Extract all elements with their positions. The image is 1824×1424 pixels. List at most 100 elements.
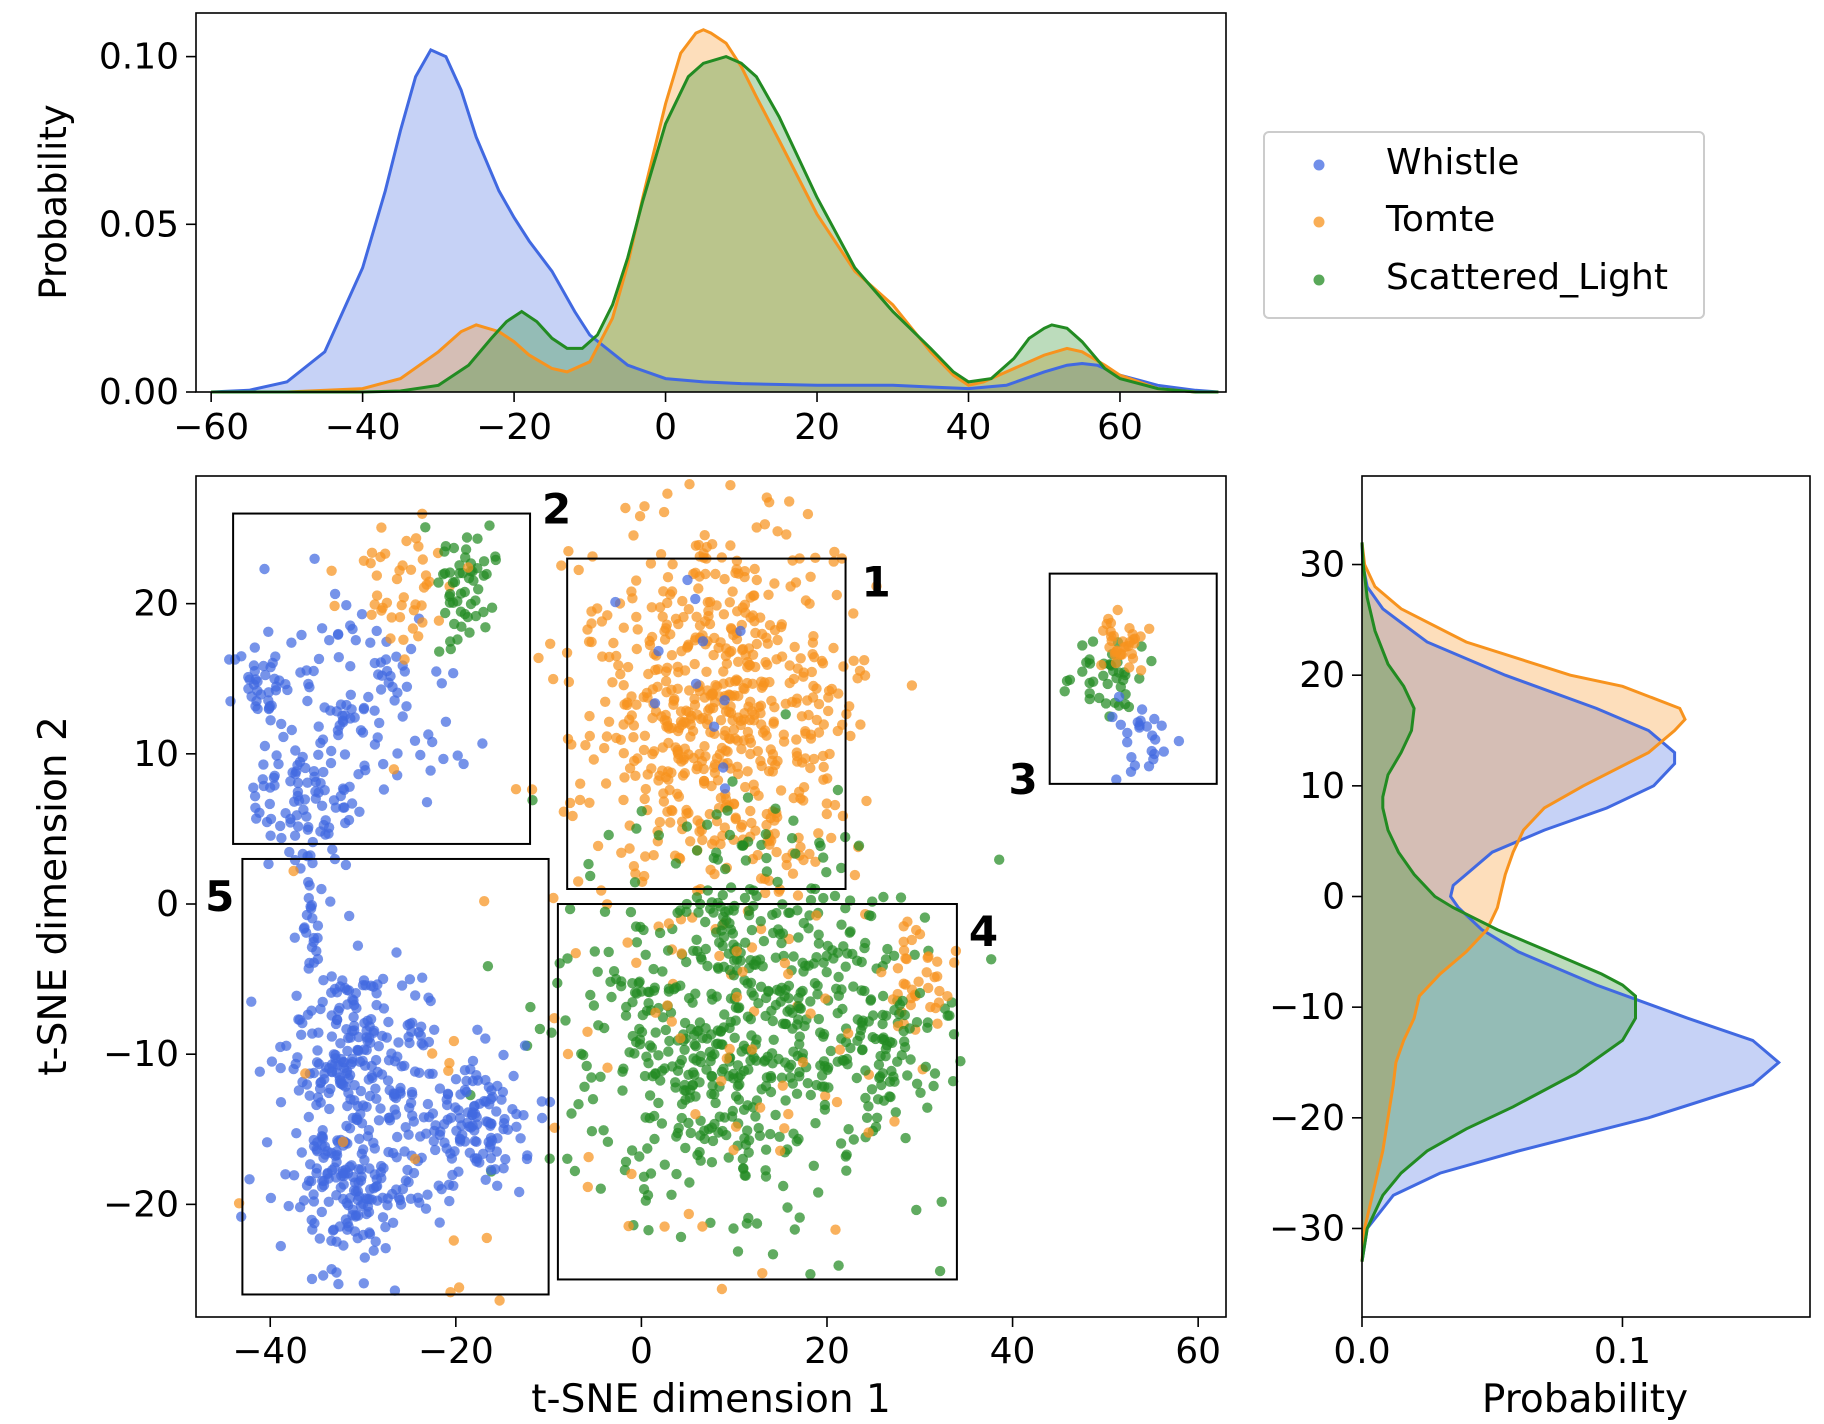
scatter-point-whistle: [403, 1176, 414, 1188]
scatter-point-scattered-light: [618, 1063, 629, 1074]
scatter-point-whistle: [312, 1092, 324, 1103]
scatter-point-whistle: [478, 1148, 489, 1160]
scatter-point-whistle: [544, 1096, 556, 1108]
scatter-point-scattered-light: [743, 910, 755, 921]
scatter-point-tomte: [631, 611, 642, 623]
scatter-point-whistle: [269, 673, 280, 684]
scatter-point-whistle: [350, 635, 361, 646]
scatter-point-tomte: [618, 748, 629, 759]
scatter-point-tomte: [716, 1075, 727, 1087]
scatter-point-tomte: [932, 971, 943, 982]
top-kde-line-whistle: [211, 47, 1219, 394]
scatter-point-scattered-light: [805, 1089, 816, 1101]
scatter-point-whistle: [345, 689, 356, 700]
scatter-point-tomte: [463, 562, 474, 573]
scatter-point-tomte: [563, 676, 575, 688]
scatter-point-tomte: [631, 699, 642, 710]
scatter-point-tomte: [764, 839, 775, 850]
scatter-point-whistle: [331, 1014, 343, 1026]
scatter-point-whistle: [391, 947, 402, 958]
scatter-point-whistle: [322, 1167, 333, 1179]
scatter-point-tomte: [736, 822, 747, 833]
scatter-point-tomte: [1126, 648, 1138, 660]
scatter-point-whistle: [331, 1146, 342, 1157]
scatter-point-whistle: [480, 1033, 491, 1044]
scatter-point-tomte: [892, 963, 904, 974]
scatter-point-tomte: [691, 611, 702, 622]
scatter-point-whistle: [345, 1032, 356, 1043]
scatter-point-whistle: [254, 1066, 265, 1077]
scatter-point-tomte: [397, 560, 408, 571]
scatter-point-tomte: [583, 1151, 594, 1163]
scatter-point-whistle: [335, 790, 346, 802]
scatter-point-whistle: [304, 957, 315, 969]
scatter-point-whistle: [395, 1199, 407, 1210]
scatter-point-tomte: [725, 480, 736, 491]
scatter-point-tomte: [630, 770, 641, 781]
scatter-point-whistle: [389, 1056, 401, 1067]
scatter-point-whistle: [306, 1273, 318, 1285]
scatter-point-whistle: [313, 653, 325, 665]
scatter-point-scattered-light: [889, 1076, 900, 1087]
scatter-point-whistle: [406, 1086, 418, 1098]
scatter-point-scattered-light: [738, 1040, 750, 1051]
scatter-point-whistle: [313, 1027, 324, 1038]
scatter-point-scattered-light: [737, 1153, 748, 1165]
scatter-point-scattered-light: [780, 709, 791, 720]
scatter-point-tomte: [820, 993, 831, 1004]
scatter-point-scattered-light: [842, 948, 853, 959]
scatter-point-scattered-light: [691, 892, 703, 903]
right-kde-areas: [1362, 542, 1779, 1262]
scatter-point-scattered-light: [460, 544, 472, 555]
scatter-point-whistle: [425, 765, 436, 776]
scatter-point-tomte: [751, 522, 762, 533]
scatter-point-whistle: [423, 729, 434, 740]
scatter-point-whistle: [283, 1200, 294, 1212]
scatter-point-tomte: [805, 1008, 816, 1019]
scatter-point-tomte: [838, 661, 849, 672]
scatter-point-whistle: [293, 1014, 304, 1025]
scatter-point-tomte: [664, 784, 675, 796]
scatter-point-tomte: [1110, 657, 1122, 669]
scatter-point-tomte: [791, 747, 802, 758]
top-kde-xticks: −60 −40 −20 0 20 40 60: [173, 392, 1143, 448]
scatter-point-whistle: [275, 1062, 286, 1074]
scatter-point-whistle: [316, 800, 328, 811]
scatter-point-whistle: [391, 651, 402, 662]
scatter-point-scattered-light: [761, 852, 772, 864]
scatter-point-whistle: [313, 721, 324, 732]
scatter-point-scattered-light: [592, 966, 603, 977]
scatter-point-whistle: [480, 1074, 491, 1086]
scatter-point-scattered-light: [720, 863, 731, 875]
scatter-point-scattered-light: [642, 1143, 653, 1154]
scatter-point-tomte: [732, 606, 743, 617]
scatter-point-scattered-light: [785, 1072, 796, 1083]
scatter-point-whistle: [372, 979, 383, 990]
scatter-point-scattered-light: [586, 1072, 597, 1083]
scatter-point-whistle: [308, 665, 319, 677]
scatter-point-scattered-light: [723, 1152, 734, 1163]
scatter-point-scattered-light: [859, 942, 870, 954]
scatter-point-scattered-light: [727, 1105, 738, 1117]
scatter-point-tomte: [626, 1168, 637, 1180]
scatter-point-scattered-light: [898, 1025, 909, 1037]
scatter-point-whistle: [319, 1068, 330, 1079]
scatter-point-tomte: [800, 726, 811, 737]
scatter-point-tomte: [796, 711, 808, 722]
scatter-point-scattered-light: [725, 1016, 736, 1028]
scatter-point-whistle: [275, 820, 286, 832]
scatter-point-scattered-light: [776, 937, 787, 949]
scatter-point-scattered-light: [670, 982, 682, 993]
top-kde-xtick-label: 20: [794, 407, 840, 448]
scatter-point-whistle: [286, 637, 297, 648]
scatter-point-whistle: [335, 1078, 346, 1089]
scatter-point-tomte: [622, 661, 634, 673]
scatter-ytick-label: −10: [103, 1034, 179, 1075]
scatter-point-whistle: [325, 896, 336, 907]
top-kde-ytick-label: 0.10: [99, 37, 179, 78]
scatter-point-scattered-light: [742, 792, 754, 803]
scatter-point-whistle: [337, 710, 348, 721]
right-kde-ytick-label: 20: [1299, 655, 1345, 696]
scatter-point-whistle: [316, 1206, 327, 1218]
scatter-point-scattered-light: [892, 1056, 903, 1067]
